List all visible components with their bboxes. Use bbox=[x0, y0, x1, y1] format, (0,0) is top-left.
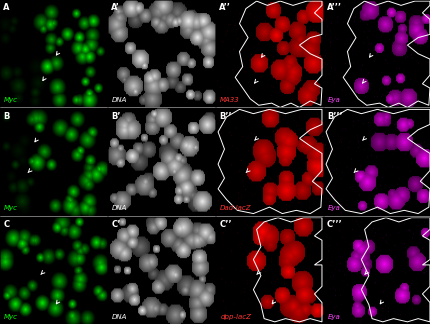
Text: DNA: DNA bbox=[112, 314, 127, 320]
Text: A’: A’ bbox=[111, 3, 120, 12]
Text: Myc: Myc bbox=[4, 314, 18, 320]
Text: Eya: Eya bbox=[327, 97, 340, 103]
Text: A’’: A’’ bbox=[218, 3, 230, 12]
Text: DNA: DNA bbox=[112, 97, 127, 103]
Text: Myc: Myc bbox=[4, 205, 18, 212]
Text: dpp-lacZ: dpp-lacZ bbox=[220, 314, 251, 320]
Text: C’: C’ bbox=[111, 220, 120, 229]
Text: Eya: Eya bbox=[327, 314, 340, 320]
Text: Eya: Eya bbox=[327, 205, 340, 212]
Text: B’: B’ bbox=[111, 111, 120, 121]
Text: B’’: B’’ bbox=[218, 111, 231, 121]
Text: C’’: C’’ bbox=[218, 220, 231, 229]
Text: A: A bbox=[3, 3, 10, 12]
Text: A’’’: A’’’ bbox=[326, 3, 341, 12]
Text: DNA: DNA bbox=[112, 205, 127, 212]
Text: C: C bbox=[3, 220, 9, 229]
Text: B: B bbox=[3, 111, 9, 121]
Text: MA33: MA33 bbox=[220, 97, 240, 103]
Text: C’’’: C’’’ bbox=[326, 220, 342, 229]
Text: Myc: Myc bbox=[4, 97, 18, 103]
Text: Dad-lacZ: Dad-lacZ bbox=[220, 205, 251, 212]
Text: B’’’: B’’’ bbox=[326, 111, 342, 121]
